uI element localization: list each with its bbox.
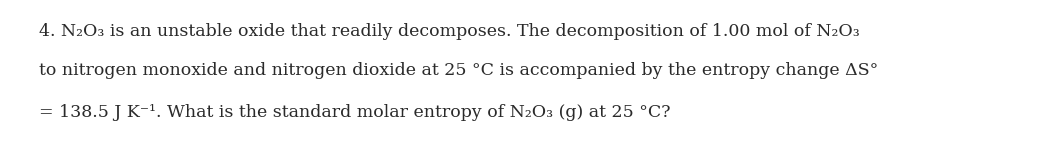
Text: to nitrogen monoxide and nitrogen dioxide at 25 °C is accompanied by the entropy: to nitrogen monoxide and nitrogen dioxid… (39, 62, 878, 79)
Text: = 138.5 J K⁻¹. What is the standard molar entropy of N₂O₃ (g) at 25 °C?: = 138.5 J K⁻¹. What is the standard mola… (39, 104, 671, 121)
Text: 4. N₂O₃ is an unstable oxide that readily decomposes. The decomposition of 1.00 : 4. N₂O₃ is an unstable oxide that readil… (39, 23, 860, 39)
